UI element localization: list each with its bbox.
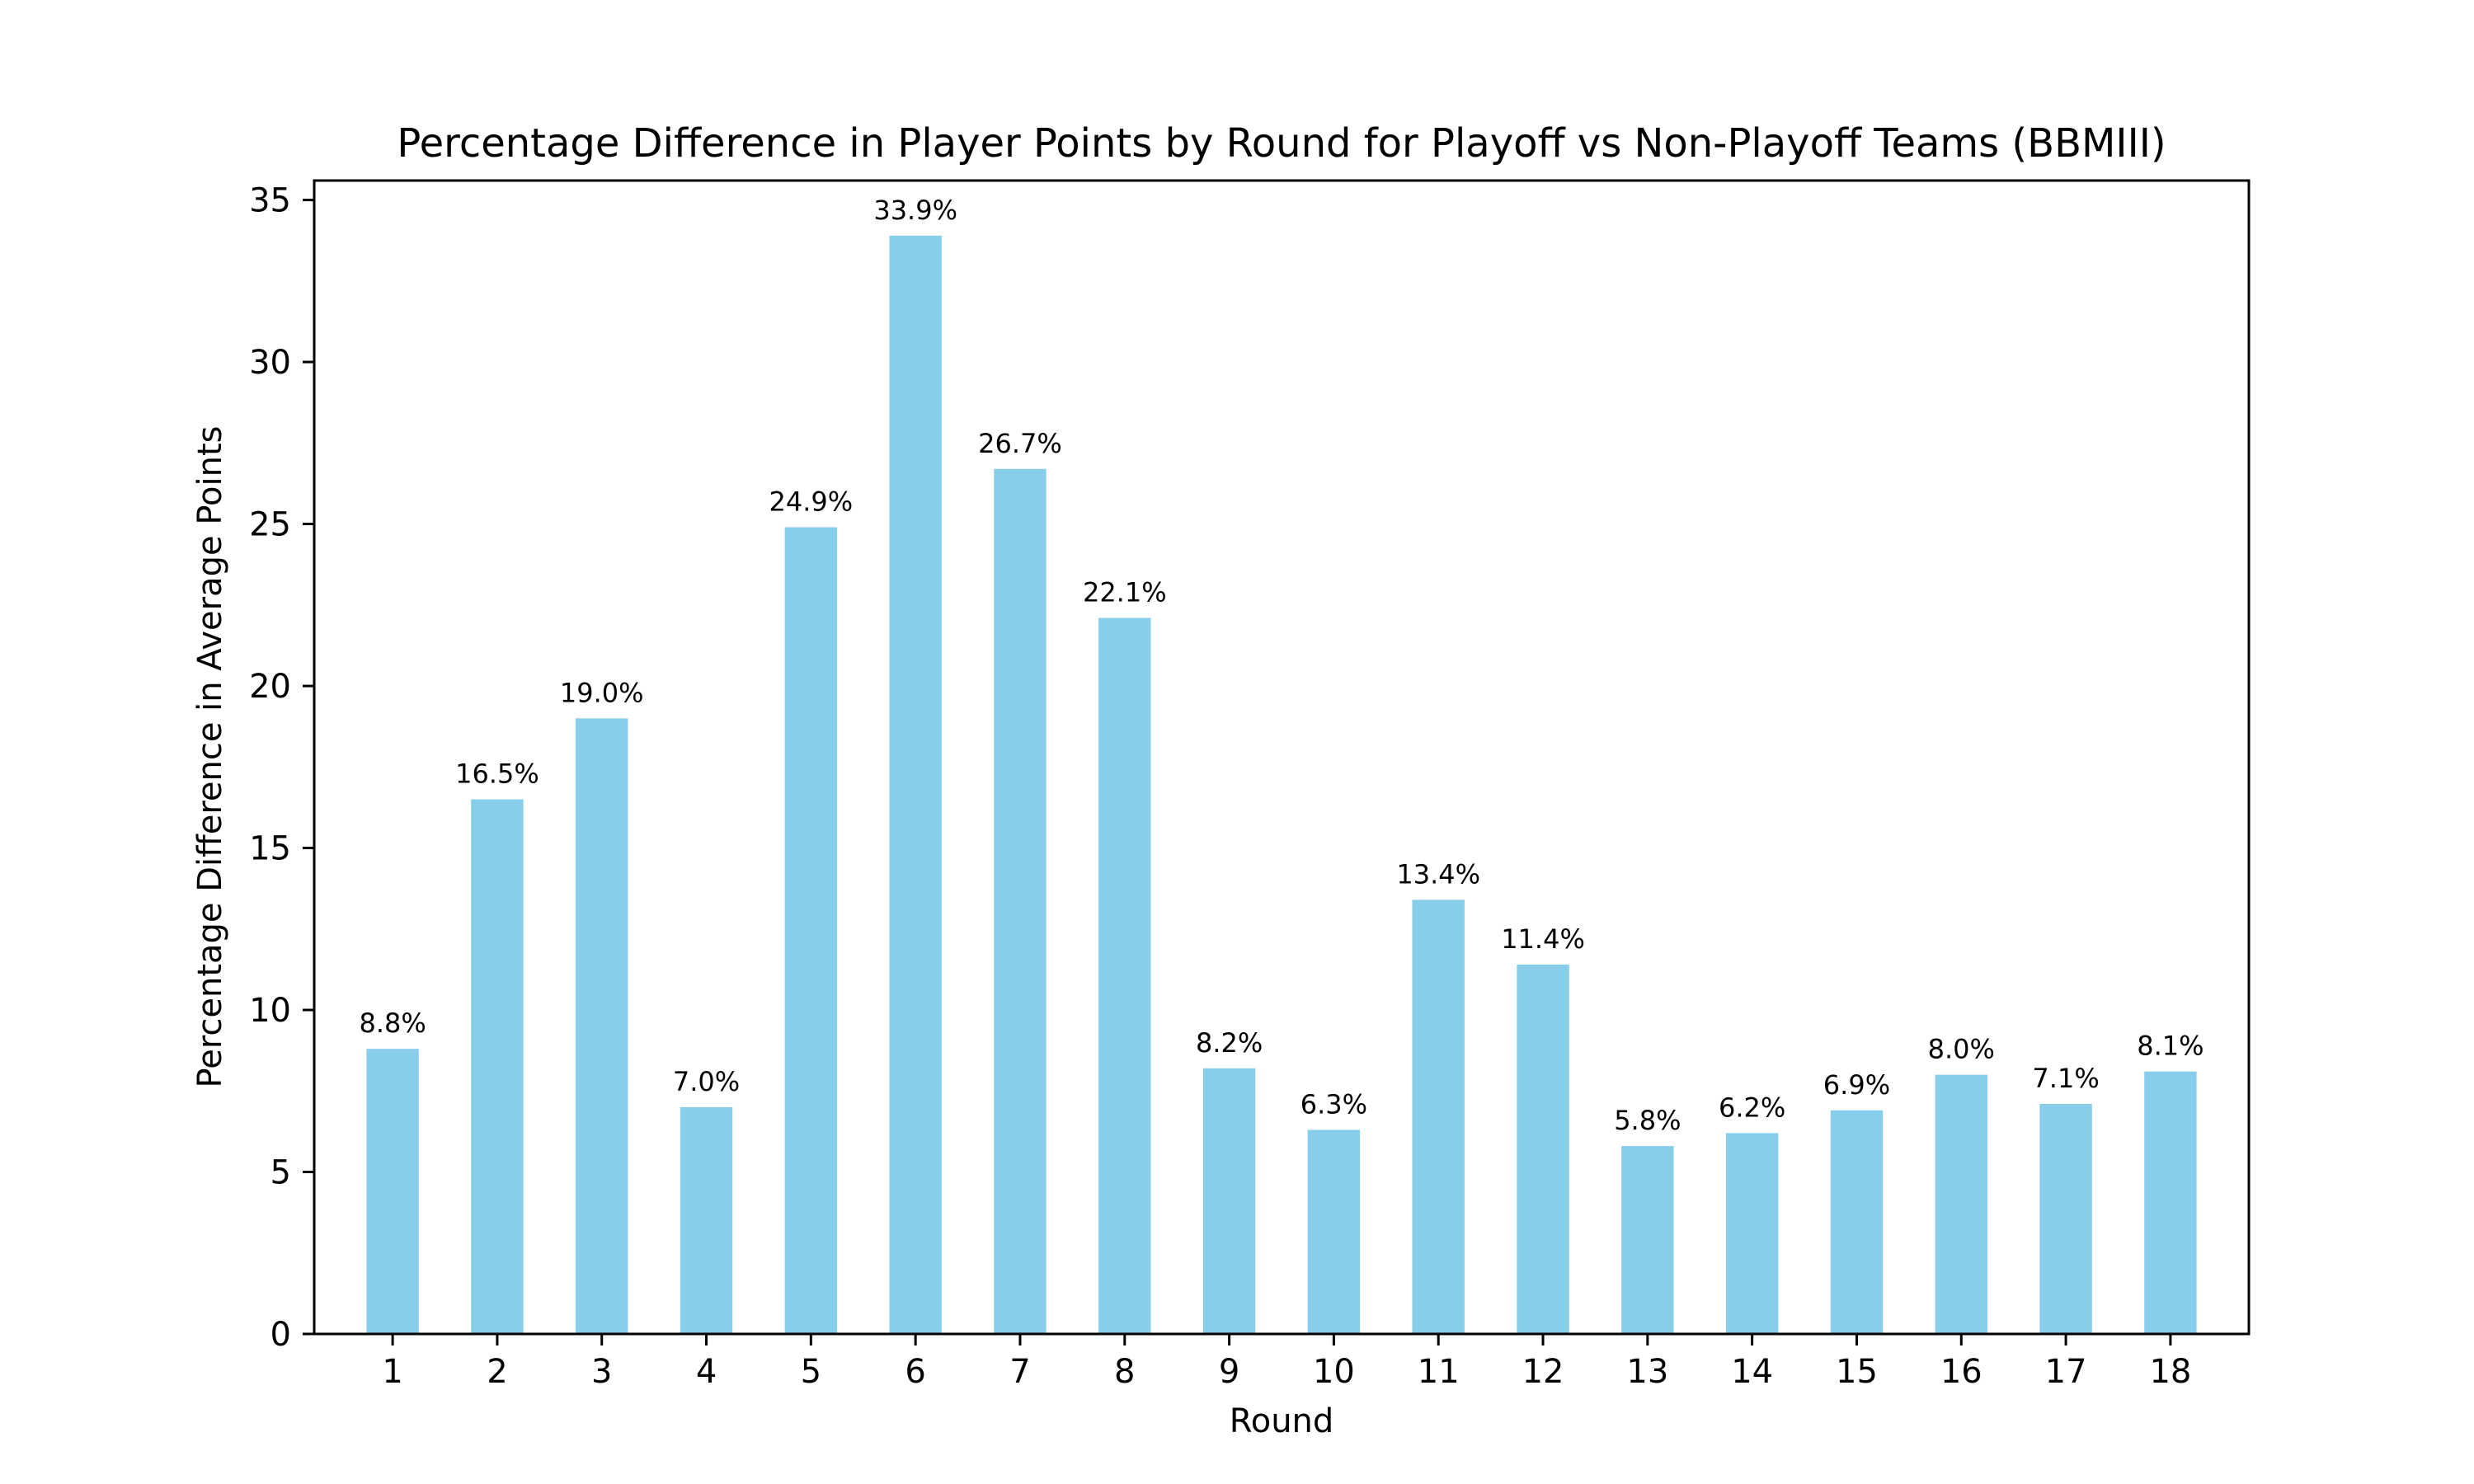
x-tick-label-13: 13 <box>1626 1353 1668 1391</box>
x-tick-label-8: 8 <box>1114 1353 1135 1391</box>
y-tick-label-15: 15 <box>249 830 291 868</box>
bars-group <box>366 235 2197 1335</box>
bar-round-14 <box>1725 1133 1779 1334</box>
x-tick-label-7: 7 <box>1009 1353 1030 1391</box>
bar-round-12 <box>1517 965 1569 1334</box>
data-label-round-14: 6.2% <box>1719 1092 1785 1123</box>
x-tick-label-9: 9 <box>1219 1353 1239 1391</box>
x-tick-label-3: 3 <box>591 1353 612 1391</box>
bar-round-8 <box>1098 618 1151 1334</box>
x-tick-label-14: 14 <box>1731 1353 1773 1391</box>
x-tick-label-10: 10 <box>1313 1353 1355 1391</box>
bar-round-7 <box>994 468 1047 1334</box>
data-label-round-16: 8.0% <box>1928 1034 1995 1065</box>
x-tick-label-4: 4 <box>696 1353 717 1391</box>
data-label-round-18: 8.1% <box>2137 1031 2204 1062</box>
data-label-round-11: 13.4% <box>1396 858 1480 890</box>
x-tick-label-18: 18 <box>2149 1353 2191 1391</box>
data-label-round-6: 33.9% <box>873 195 957 226</box>
data-label-round-9: 8.2% <box>1196 1027 1263 1059</box>
x-tick-label-11: 11 <box>1418 1353 1460 1391</box>
y-axis-label: Percentage Difference in Average Points <box>191 426 229 1088</box>
data-label-round-8: 22.1% <box>1083 577 1167 608</box>
x-tick-label-15: 15 <box>1836 1353 1878 1391</box>
data-label-round-12: 11.4% <box>1501 923 1585 955</box>
data-label-round-10: 6.3% <box>1300 1088 1367 1120</box>
y-tick-label-10: 10 <box>249 992 291 1030</box>
x-tick-label-17: 17 <box>2045 1353 2087 1391</box>
plot-area-frame <box>313 179 2251 1336</box>
data-label-round-5: 24.9% <box>769 486 854 517</box>
x-tick-label-12: 12 <box>1522 1353 1564 1391</box>
bar-round-2 <box>471 799 524 1334</box>
x-tick-label-6: 6 <box>905 1353 925 1391</box>
bar-round-18 <box>2144 1071 2197 1334</box>
x-tick-label-5: 5 <box>801 1353 821 1391</box>
data-label-round-3: 19.0% <box>560 677 644 708</box>
x-tick-label-16: 16 <box>1940 1353 1982 1391</box>
bar-round-11 <box>1412 899 1465 1334</box>
x-tick-label-1: 1 <box>382 1353 402 1391</box>
data-label-round-1: 8.8% <box>359 1007 426 1039</box>
bar-round-3 <box>576 718 628 1334</box>
data-label-round-15: 6.9% <box>1823 1069 1890 1101</box>
bar-round-9 <box>1202 1068 1256 1334</box>
chart-title: Percentage Difference in Player Points b… <box>397 120 2166 167</box>
bar-round-6 <box>889 235 942 1335</box>
bar-round-5 <box>784 527 838 1334</box>
x-tick-label-2: 2 <box>487 1353 507 1391</box>
data-labels-group: 8.8% 16.5% 19.0% 7.0% 24.9% 33.9% 26.7% 22.1% 8.… <box>359 195 2204 1136</box>
y-tick-label-0: 0 <box>270 1316 291 1354</box>
y-tick-label-20: 20 <box>249 668 291 706</box>
bar-round-17 <box>2039 1103 2092 1334</box>
x-axis: 1 2 3 4 5 6 7 8 9 10 11 12 13 14 15 16 17 18 <box>382 1334 2191 1391</box>
bar-round-4 <box>680 1106 733 1334</box>
bar-round-16 <box>1935 1074 1987 1334</box>
data-label-round-7: 26.7% <box>978 428 1062 459</box>
data-label-round-2: 16.5% <box>455 758 539 790</box>
data-label-round-4: 7.0% <box>673 1066 740 1097</box>
y-tick-label-5: 5 <box>270 1154 291 1192</box>
x-axis-label: Round <box>1230 1402 1334 1440</box>
data-label-round-17: 7.1% <box>2032 1063 2099 1094</box>
bar-round-10 <box>1307 1129 1361 1334</box>
y-axis: 0 5 10 15 20 25 30 35 <box>249 182 314 1354</box>
bar-round-13 <box>1621 1146 1674 1334</box>
data-label-round-13: 5.8% <box>1614 1105 1681 1136</box>
bar-round-15 <box>1830 1110 1884 1334</box>
y-tick-label-30: 30 <box>249 344 291 382</box>
bar-round-1 <box>366 1049 419 1334</box>
y-tick-label-35: 35 <box>249 182 291 220</box>
y-tick-label-25: 25 <box>249 506 291 544</box>
